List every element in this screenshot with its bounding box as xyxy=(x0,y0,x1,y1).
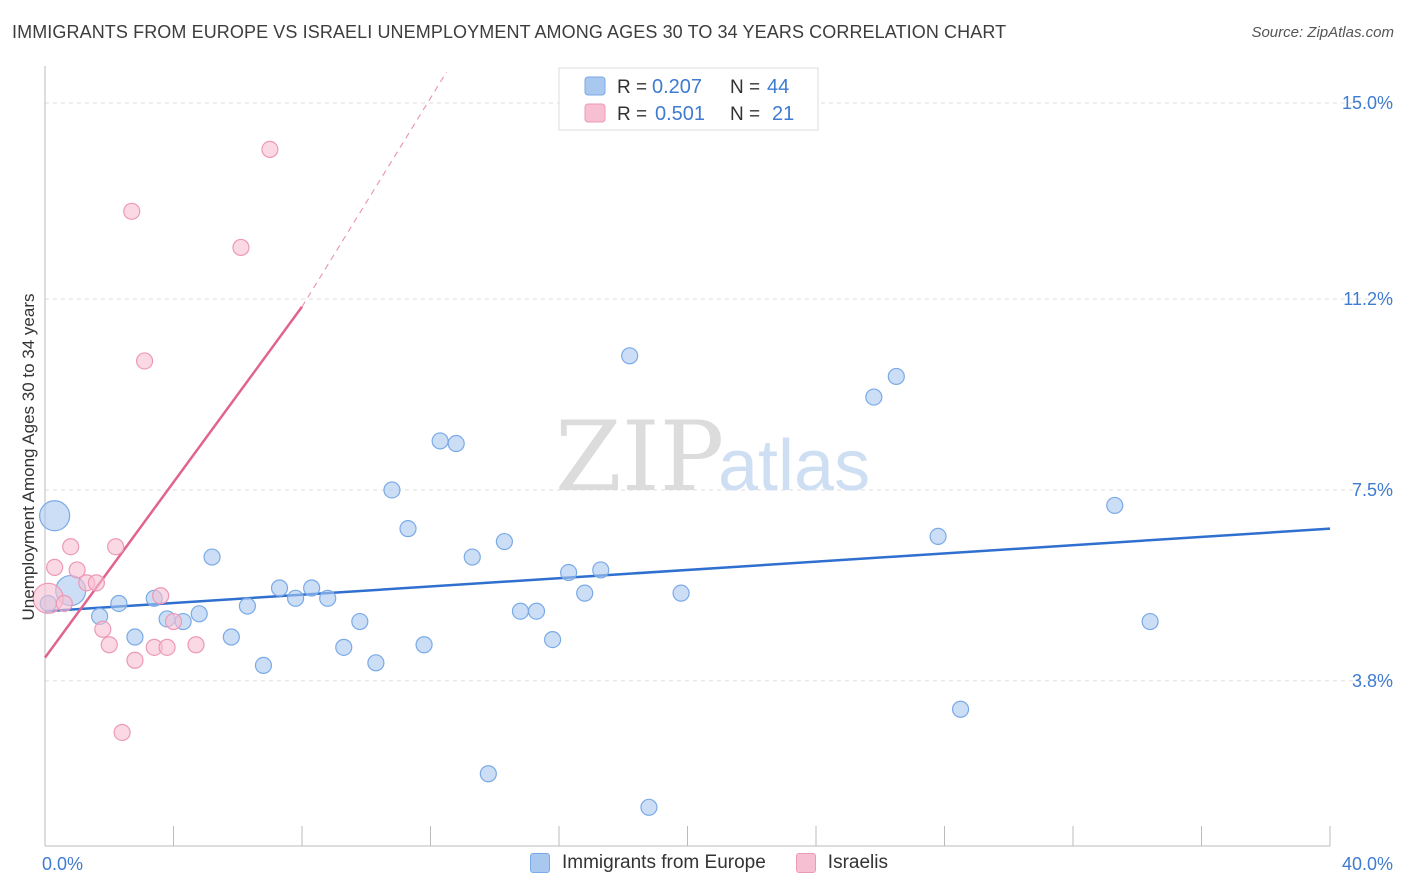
chart-title: IMMIGRANTS FROM EUROPE VS ISRAELI UNEMPL… xyxy=(12,22,1007,42)
europe-point xyxy=(887,367,905,386)
israeli-point xyxy=(100,636,118,654)
europe-point xyxy=(463,548,481,566)
legend-r-value: 0.501 xyxy=(655,103,705,125)
israeli-trend-extension xyxy=(301,71,448,308)
y-tick-label: 15.0% xyxy=(1342,93,1393,113)
axes xyxy=(44,66,1331,847)
legend-label: Israelis xyxy=(827,852,888,873)
israeli-point xyxy=(126,651,144,669)
y-tick-label: 7.5% xyxy=(1352,480,1393,500)
y-axis-label: Unemployment Among Ages 30 to 34 years xyxy=(19,294,38,621)
data-points xyxy=(32,140,1159,816)
trend-lines xyxy=(43,71,1331,659)
source-label: Source: ZipAtlas.com xyxy=(1251,24,1394,41)
israeli-point xyxy=(107,538,125,556)
europe-point xyxy=(1141,612,1159,631)
europe-point xyxy=(640,798,658,816)
israeli-point xyxy=(68,561,86,579)
europe-point xyxy=(203,548,221,566)
legend-r-label: R = xyxy=(617,104,647,125)
europe-point xyxy=(383,481,401,499)
legend-n-value: 44 xyxy=(767,76,789,98)
israeli-point xyxy=(261,140,279,158)
israeli-trend-line xyxy=(43,306,304,659)
y-tick-label: 11.2% xyxy=(1343,289,1393,309)
x-tick-label: 40.0% xyxy=(1342,854,1393,874)
legend-item-israelis[interactable]: Israelis xyxy=(795,852,888,874)
stats-legend: R = 0.207 N = 44 R = 0.501 N = 21 xyxy=(558,67,819,131)
x-tick-label: 0.0% xyxy=(42,854,83,874)
watermark-atlas: atlas xyxy=(718,426,870,506)
europe-point xyxy=(865,388,883,406)
legend-n-value: 21 xyxy=(772,103,794,125)
europe-point xyxy=(335,638,353,656)
europe-point xyxy=(126,628,144,646)
gridlines xyxy=(45,102,1392,682)
watermark-zip: ZIP xyxy=(555,401,724,513)
europe-point xyxy=(560,563,578,582)
europe-point xyxy=(319,589,337,607)
europe-point xyxy=(303,579,321,597)
israeli-point xyxy=(152,587,170,605)
legend-n-label: N = xyxy=(730,104,760,125)
europe-point xyxy=(110,594,128,613)
israeli-point xyxy=(187,636,205,654)
israeli-point xyxy=(158,638,176,656)
europe-point xyxy=(592,561,610,579)
legend-swatch-pink xyxy=(584,103,606,123)
europe-point xyxy=(576,584,594,602)
europe-point xyxy=(527,602,546,620)
legend-swatch-blue xyxy=(584,76,606,96)
europe-point xyxy=(270,579,289,597)
y-tick-label: 3.8% xyxy=(1352,671,1393,691)
europe-point xyxy=(951,700,970,718)
israeli-point xyxy=(46,558,64,576)
europe-point xyxy=(254,656,273,675)
israeli-point xyxy=(113,723,131,742)
legend-n-label: N = xyxy=(730,77,760,98)
israeli-point xyxy=(232,238,250,257)
europe-point xyxy=(286,589,305,607)
europe-point xyxy=(495,532,513,551)
europe-point xyxy=(621,347,639,365)
europe-point xyxy=(543,630,562,649)
europe-point xyxy=(511,602,530,620)
legend-label: Immigrants from Europe xyxy=(562,852,766,873)
legend-r-value: 0.207 xyxy=(652,76,702,98)
series-legend: Immigrants from Europe Israelis xyxy=(530,852,918,874)
legend-swatch-blue xyxy=(530,853,550,873)
legend-item-immigrants[interactable]: Immigrants from Europe xyxy=(530,852,766,874)
tick-labels: 3.8% 7.5% 11.2% 15.0% 0.0% 40.0% xyxy=(42,93,1393,874)
europe-point xyxy=(929,527,947,546)
europe-point xyxy=(431,432,449,450)
europe-point xyxy=(479,765,497,783)
israeli-point xyxy=(94,620,112,638)
israeli-point xyxy=(62,538,80,556)
europe-point xyxy=(238,597,256,615)
europe-trend-line xyxy=(44,527,1331,613)
europe-point xyxy=(39,500,71,532)
europe-point xyxy=(351,612,369,631)
legend-swatch-pink xyxy=(795,853,816,873)
europe-point xyxy=(672,584,690,602)
israeli-point xyxy=(164,612,183,631)
israeli-point xyxy=(55,594,73,613)
israeli-point xyxy=(87,574,106,592)
europe-point xyxy=(367,654,385,672)
europe-point xyxy=(415,636,433,654)
legend-r-label: R = xyxy=(617,77,647,98)
europe-point xyxy=(447,434,465,453)
israeli-point xyxy=(135,352,154,370)
europe-point xyxy=(222,628,240,646)
europe-point xyxy=(1106,496,1124,515)
israeli-point xyxy=(123,202,141,220)
europe-point xyxy=(399,520,417,538)
europe-point xyxy=(190,605,208,623)
